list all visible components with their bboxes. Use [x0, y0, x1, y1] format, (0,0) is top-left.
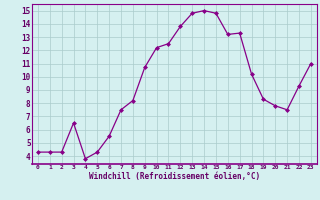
X-axis label: Windchill (Refroidissement éolien,°C): Windchill (Refroidissement éolien,°C): [89, 172, 260, 181]
